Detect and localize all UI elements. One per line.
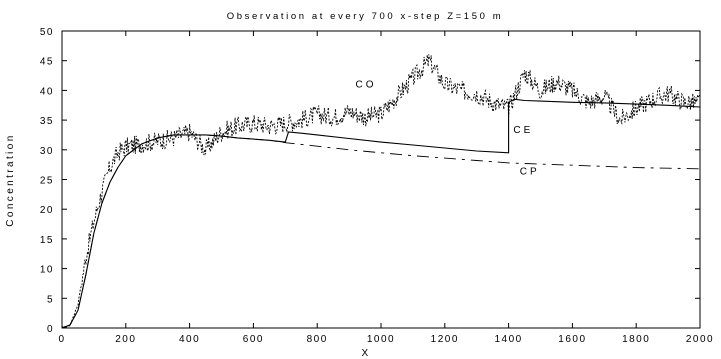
y-tick-label: 15 bbox=[40, 235, 54, 246]
y-tick-label: 25 bbox=[40, 176, 54, 187]
x-tick-label: 0 bbox=[58, 334, 65, 345]
series-label-co: CO bbox=[355, 79, 376, 90]
x-tick-label: 800 bbox=[307, 334, 328, 345]
y-tick-label: 35 bbox=[40, 116, 54, 127]
series-label-ce: CE bbox=[513, 125, 533, 136]
plot-frame bbox=[61, 30, 701, 329]
y-tick-label: 30 bbox=[40, 146, 54, 157]
x-tick-label: 400 bbox=[179, 334, 200, 345]
chart-title: Observation at every 700 x-step Z=150 m bbox=[227, 11, 503, 22]
x-tick-label: 200 bbox=[115, 334, 136, 345]
tick-labels: 0 200 400 600 800 1000 1200 1400 1600 1800 2000 0 5 1… bbox=[40, 27, 714, 345]
y-tick-label: 0 bbox=[47, 324, 54, 335]
x-tick-label: 600 bbox=[243, 334, 264, 345]
x-tick-label: 1800 bbox=[622, 334, 650, 345]
y-tick-label: 45 bbox=[40, 57, 54, 68]
series-label-cp: CP bbox=[520, 167, 540, 178]
x-axis-label: X bbox=[361, 348, 370, 359]
y-axis-label: Concentration bbox=[5, 133, 16, 226]
y-tick-label: 20 bbox=[40, 205, 54, 216]
y-tick-label: 40 bbox=[40, 86, 54, 97]
y-tick-label: 50 bbox=[40, 27, 54, 38]
series-line-ce bbox=[61, 98, 701, 329]
axis-ticks bbox=[61, 30, 701, 329]
x-tick-label: 1600 bbox=[558, 334, 586, 345]
annotation-layer: CO CE CP bbox=[355, 79, 540, 178]
series-line-co bbox=[61, 54, 701, 330]
x-tick-label: 1000 bbox=[367, 334, 395, 345]
x-tick-label: 1400 bbox=[494, 334, 522, 345]
x-tick-label: 1200 bbox=[431, 334, 459, 345]
series-layer bbox=[61, 54, 701, 330]
y-tick-label: 10 bbox=[40, 265, 54, 276]
x-tick-label: 2000 bbox=[686, 334, 714, 345]
y-tick-label: 5 bbox=[47, 294, 54, 305]
series-line-cp bbox=[61, 134, 701, 329]
